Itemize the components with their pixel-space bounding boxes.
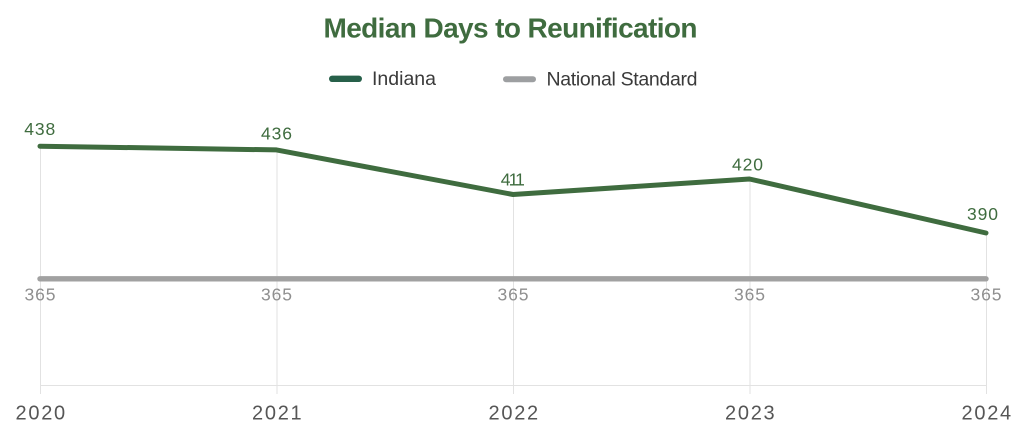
svg-text:365: 365 xyxy=(734,285,766,305)
svg-text:390: 390 xyxy=(967,204,999,224)
svg-text:National Standard: National Standard xyxy=(547,69,698,91)
svg-text:365: 365 xyxy=(498,285,530,305)
svg-text:2020: 2020 xyxy=(16,403,67,425)
svg-text:365: 365 xyxy=(971,285,1003,305)
svg-text:2022: 2022 xyxy=(489,403,540,425)
svg-text:Indiana: Indiana xyxy=(372,68,436,90)
svg-text:Median Days to Reunification: Median Days to Reunification xyxy=(324,13,698,44)
svg-text:2023: 2023 xyxy=(725,403,776,425)
svg-text:436: 436 xyxy=(261,124,293,144)
svg-text:2021: 2021 xyxy=(252,403,303,425)
svg-text:365: 365 xyxy=(261,285,293,305)
svg-text:411: 411 xyxy=(501,170,526,190)
svg-text:438: 438 xyxy=(24,119,56,139)
svg-text:420: 420 xyxy=(732,154,764,174)
svg-text:2024: 2024 xyxy=(962,403,1013,425)
svg-text:365: 365 xyxy=(25,285,57,305)
